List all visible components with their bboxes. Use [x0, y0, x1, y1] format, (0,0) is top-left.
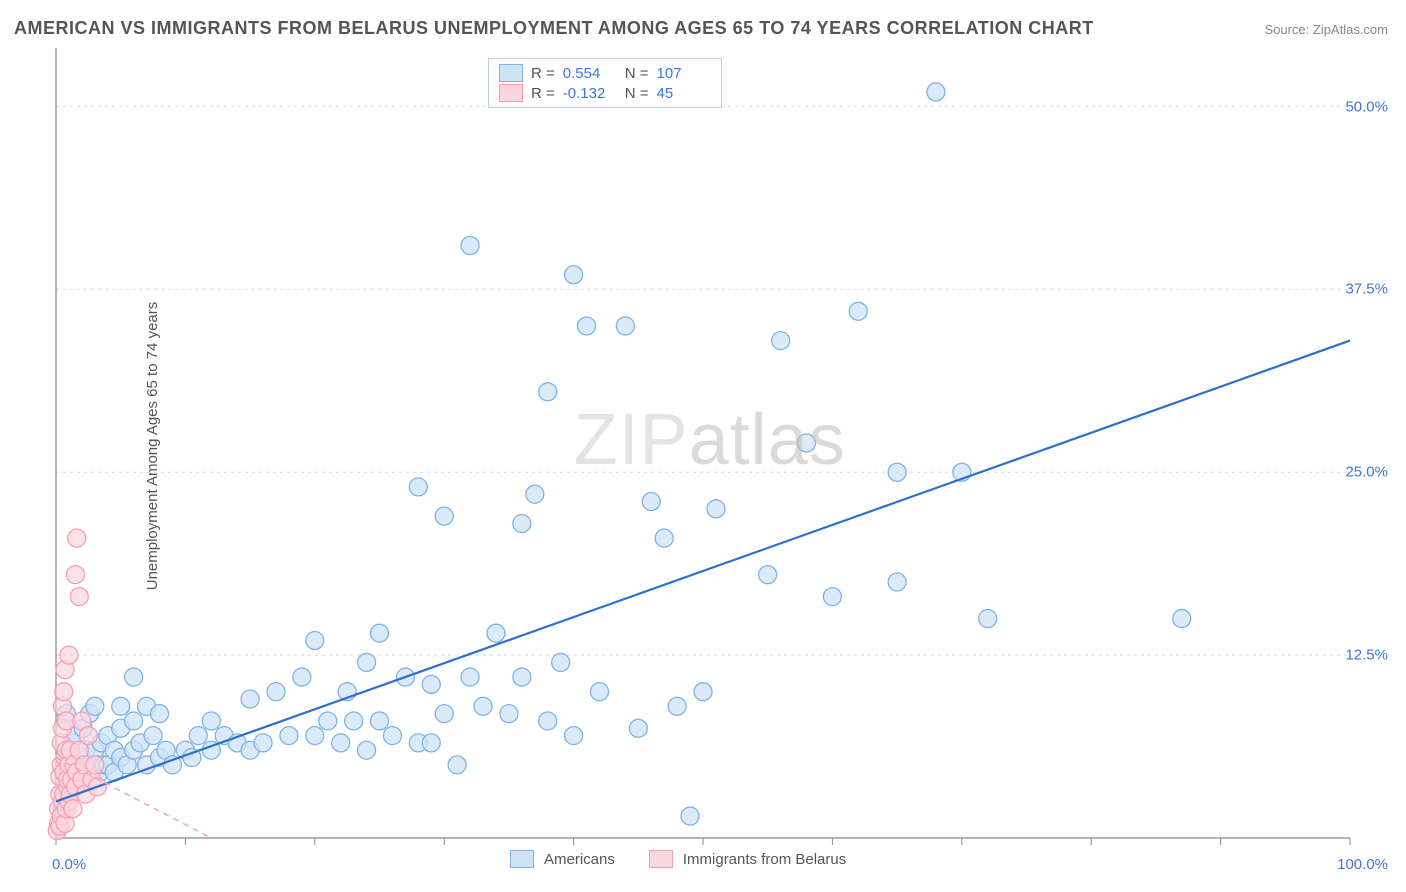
legend-swatch-1 [499, 84, 523, 102]
y-tick-label: 37.5% [1345, 281, 1388, 298]
x-axis-max-label: 100.0% [1337, 856, 1388, 873]
series-swatch-0 [510, 850, 534, 868]
series-swatch-1 [649, 850, 673, 868]
r-label-1: R = [531, 85, 555, 102]
n-label-0: N = [625, 65, 649, 82]
series-legend: Americans Immigrants from Belarus [510, 850, 846, 868]
legend-swatch-0 [499, 64, 523, 82]
r-label-0: R = [531, 65, 555, 82]
n-value-0: 107 [657, 65, 711, 82]
n-value-1: 45 [657, 85, 711, 102]
legend-row-1: R = -0.132 N = 45 [499, 83, 711, 103]
r-value-0: 0.554 [563, 65, 617, 82]
n-label-1: N = [625, 85, 649, 102]
chart-container: AMERICAN VS IMMIGRANTS FROM BELARUS UNEM… [0, 0, 1406, 892]
series-name-1: Immigrants from Belarus [683, 851, 846, 868]
series-name-0: Americans [544, 851, 615, 868]
y-tick-label: 50.0% [1345, 98, 1388, 115]
x-axis-min-label: 0.0% [52, 856, 86, 873]
y-tick-label: 25.0% [1345, 464, 1388, 481]
legend-row-0: R = 0.554 N = 107 [499, 63, 711, 83]
r-value-1: -0.132 [563, 85, 617, 102]
y-tick-label: 12.5% [1345, 647, 1388, 664]
scatter-plot [0, 0, 1406, 892]
correlation-legend: R = 0.554 N = 107 R = -0.132 N = 45 [488, 58, 722, 108]
